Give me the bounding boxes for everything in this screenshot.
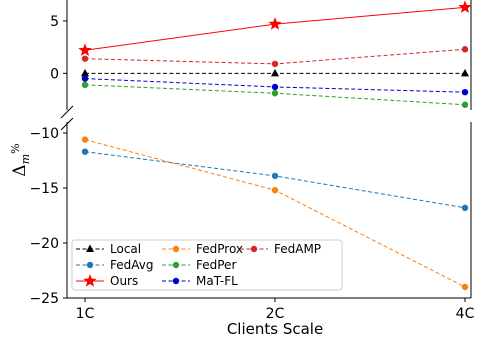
legend: Local FedAvg Ours FedProx FedPer MaT-FL FedAMP xyxy=(71,239,343,291)
legend-marker-fedamp xyxy=(250,245,258,253)
data-point-ours-2C xyxy=(268,17,282,30)
legend-label-ours: Ours xyxy=(110,274,138,288)
y-axis-label: Δm% xyxy=(9,143,32,176)
legend-marker-ours xyxy=(83,274,97,287)
data-point-mat-fl-2C xyxy=(271,83,279,91)
legend-label-fedavg: FedAvg xyxy=(110,258,153,272)
y-tick-label-5: 5 xyxy=(50,14,59,30)
legend-marker-fedprox xyxy=(172,245,180,253)
legend-marker-local xyxy=(86,244,94,252)
axis-break-mark-lower xyxy=(60,117,74,131)
y-tick-label--20: −20 xyxy=(29,236,59,252)
data-point-fedamp-1C xyxy=(81,55,89,62)
axis-break-mark-upper xyxy=(60,105,74,119)
data-point-fedper-1C xyxy=(81,81,89,89)
y-tick-label--10: −10 xyxy=(29,126,59,142)
legend-label-fedamp: FedAMP xyxy=(274,242,321,256)
legend-label-fedper: FedPer xyxy=(196,258,236,272)
data-point-fedprox-2C xyxy=(271,187,279,194)
data-point-fedamp-4C xyxy=(461,46,469,53)
x-axis-label: Clients Scale xyxy=(227,320,323,338)
data-point-local-4C xyxy=(461,68,469,77)
series-line-ours xyxy=(84,6,466,51)
legend-label-local: Local xyxy=(110,242,141,256)
data-point-mat-fl-1C xyxy=(81,75,89,82)
legend-marker-fedavg xyxy=(86,261,94,269)
data-point-fedper-4C xyxy=(461,101,469,108)
data-point-mat-fl-4C xyxy=(461,88,469,96)
data-point-fedamp-2C xyxy=(271,60,279,68)
data-point-local-2C xyxy=(271,68,279,77)
legend-marker-mat-fl xyxy=(172,277,180,285)
x-tick-label-2C: 2C xyxy=(266,306,285,322)
y-tick-label--15: −15 xyxy=(29,181,59,197)
data-point-fedavg-4C xyxy=(461,204,469,211)
svg-text:Δm%: Δm% xyxy=(9,143,32,176)
y-tick-label--25: −25 xyxy=(29,291,59,307)
data-point-ours-1C xyxy=(78,43,92,56)
data-point-ours-4C xyxy=(458,0,472,14)
data-point-local-1C xyxy=(81,68,89,77)
data-point-fedprox-1C xyxy=(81,136,89,143)
legend-marker-fedper xyxy=(172,261,180,269)
y-tick-label-0: 0 xyxy=(50,66,59,82)
data-point-fedper-2C xyxy=(271,90,279,97)
legend-box xyxy=(71,239,343,291)
legend-label-fedprox: FedProx xyxy=(196,242,243,256)
series-line-fedavg xyxy=(84,151,466,209)
legend-label-mat-fl: MaT-FL xyxy=(196,274,238,288)
x-tick-label-4C: 4C xyxy=(456,306,475,322)
data-point-fedavg-1C xyxy=(81,148,89,155)
x-tick-label-1C: 1C xyxy=(76,306,95,322)
data-point-fedavg-2C xyxy=(271,172,279,180)
data-point-fedprox-4C xyxy=(461,283,469,291)
